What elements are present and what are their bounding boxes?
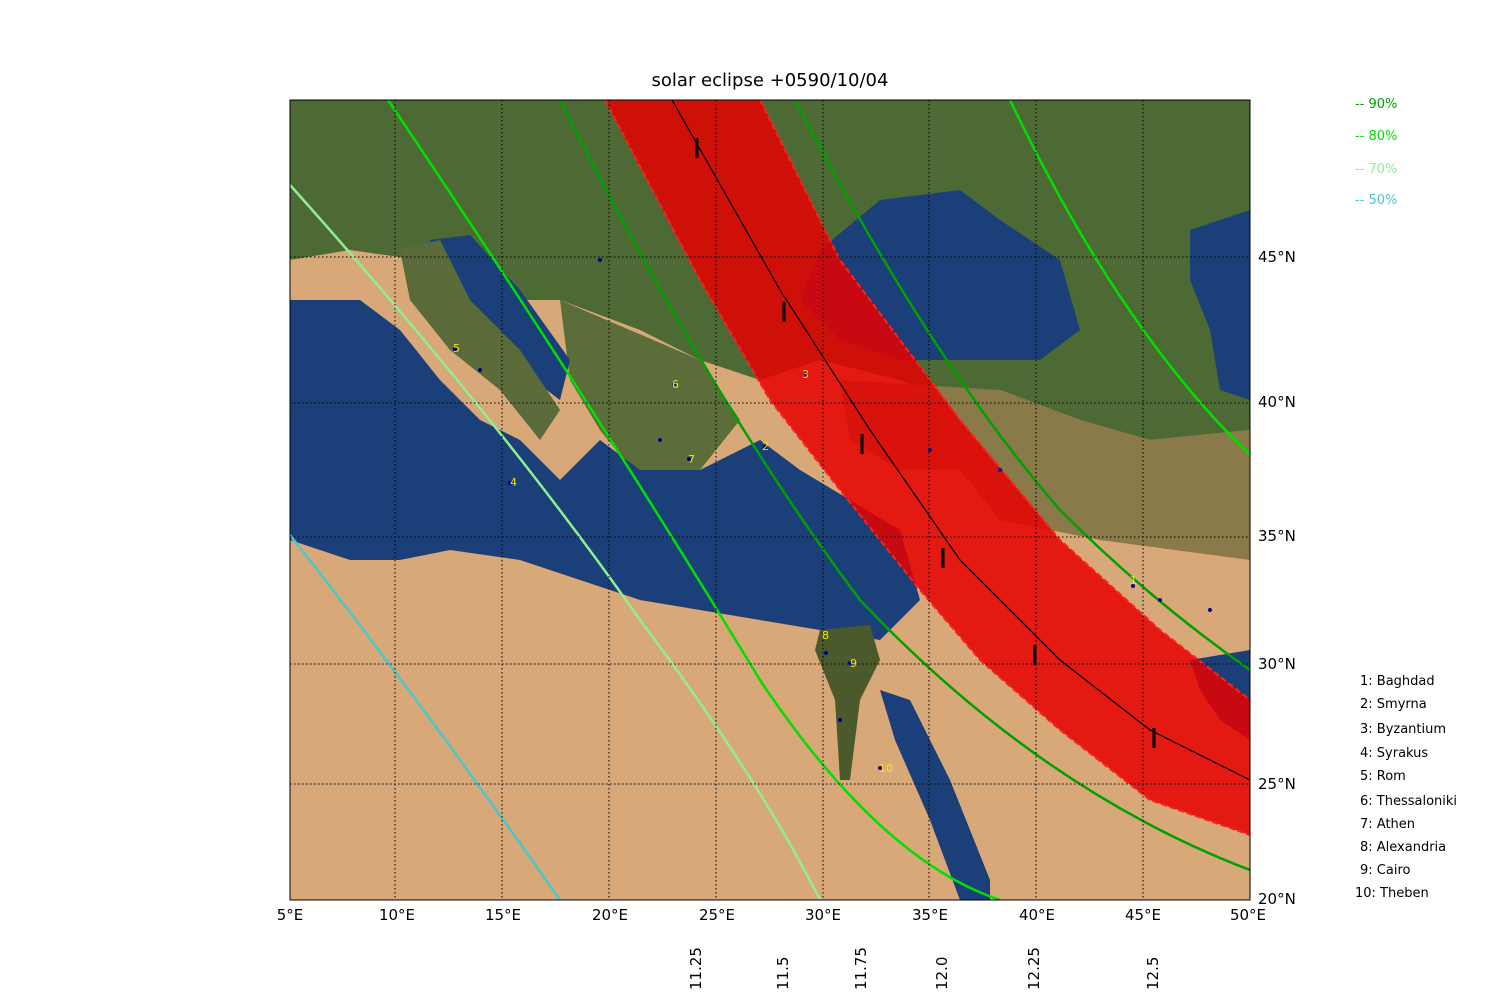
time-tick: 11.25 [687,947,705,990]
city-marker-thessaloniki: 6 [672,378,679,391]
totality-path [605,100,1250,835]
city-marker-athen: 7 [688,453,695,466]
lat-tick: 20°N [1258,890,1296,908]
city-legend-item: 5: Rom [1360,769,1406,784]
lon-tick: 45°E [1124,906,1162,924]
lon-tick: 50°E [1229,906,1267,924]
lat-tick: 35°N [1258,527,1296,545]
contour-90-east [793,100,1250,672]
italy-land [400,240,560,440]
map-frame [289,99,1251,901]
time-tick: 12.0 [933,956,951,990]
red-sea [880,690,990,900]
city-legend-item: 4: Syrakus [1360,746,1429,761]
city-dots [453,258,1212,770]
city-marker-cairo: 9 [850,657,857,670]
city-legend-item: 2: Smyrna [1360,697,1427,712]
contour-90-west [558,100,1250,872]
lat-tick: 40°N [1258,393,1296,411]
contour-50-west [290,534,562,900]
legend-70: -- 70% [1355,162,1398,177]
lat-tick: 30°N [1258,655,1296,673]
lon-tick: 25°E [698,906,736,924]
map-title: solar eclipse +0590/10/04 [651,70,889,91]
graticule [290,100,1250,900]
legend-90: -- 90% [1355,97,1398,112]
lon-tick: 30°E [804,906,842,924]
time-tick: 11.75 [852,947,870,990]
city-marker-byzantium: 3 [802,368,809,381]
contour-80-east [1008,100,1250,456]
time-tick: 12.5 [1144,956,1162,990]
central-line [671,100,1250,781]
city-legend-item: 7: Athen [1360,817,1416,832]
city-marker-syrakus: 4 [510,476,517,489]
lat-tick: 45°N [1258,248,1296,266]
legend-80: -- 80% [1355,129,1398,144]
lon-tick: 35°E [911,906,949,924]
balkan-land [560,300,740,480]
totality-edge-south [759,100,1250,701]
city-legend-item: 1: Baghdad [1360,674,1435,689]
time-tick: 12.25 [1025,947,1043,990]
contour-70-west [290,184,822,900]
mediterranean-sea [290,300,920,640]
city-marker-baghdad: 1 [1130,574,1137,587]
lon-tick: 40°E [1018,906,1056,924]
legend-50: -- 50% [1355,193,1398,208]
lon-tick: 15°E [484,906,522,924]
city-legend-item: 10: Theben [1355,886,1429,901]
lon-tick: 10°E [378,906,416,924]
city-marker-smyrna: 2 [762,440,769,453]
city-marker-theben: 10 [879,762,893,775]
city-legend-item: 3: Byzantium [1360,722,1447,737]
lon-tick: 5°E [276,906,304,924]
lon-tick: 20°E [591,906,629,924]
city-marker-alexandria: 8 [822,629,829,642]
time-tick: 11.5 [774,956,792,990]
lat-tick: 25°N [1258,775,1296,793]
city-marker-rom: 5 [453,342,460,355]
city-legend-item: 6: Thessaloniki [1360,794,1458,809]
totality-edge-north [604,100,1250,836]
adriatic-sea [430,235,570,400]
city-legend-item: 8: Alexandria [1360,840,1447,855]
city-legend-item: 9: Cairo [1360,863,1411,878]
contour-80-west [386,100,1001,900]
